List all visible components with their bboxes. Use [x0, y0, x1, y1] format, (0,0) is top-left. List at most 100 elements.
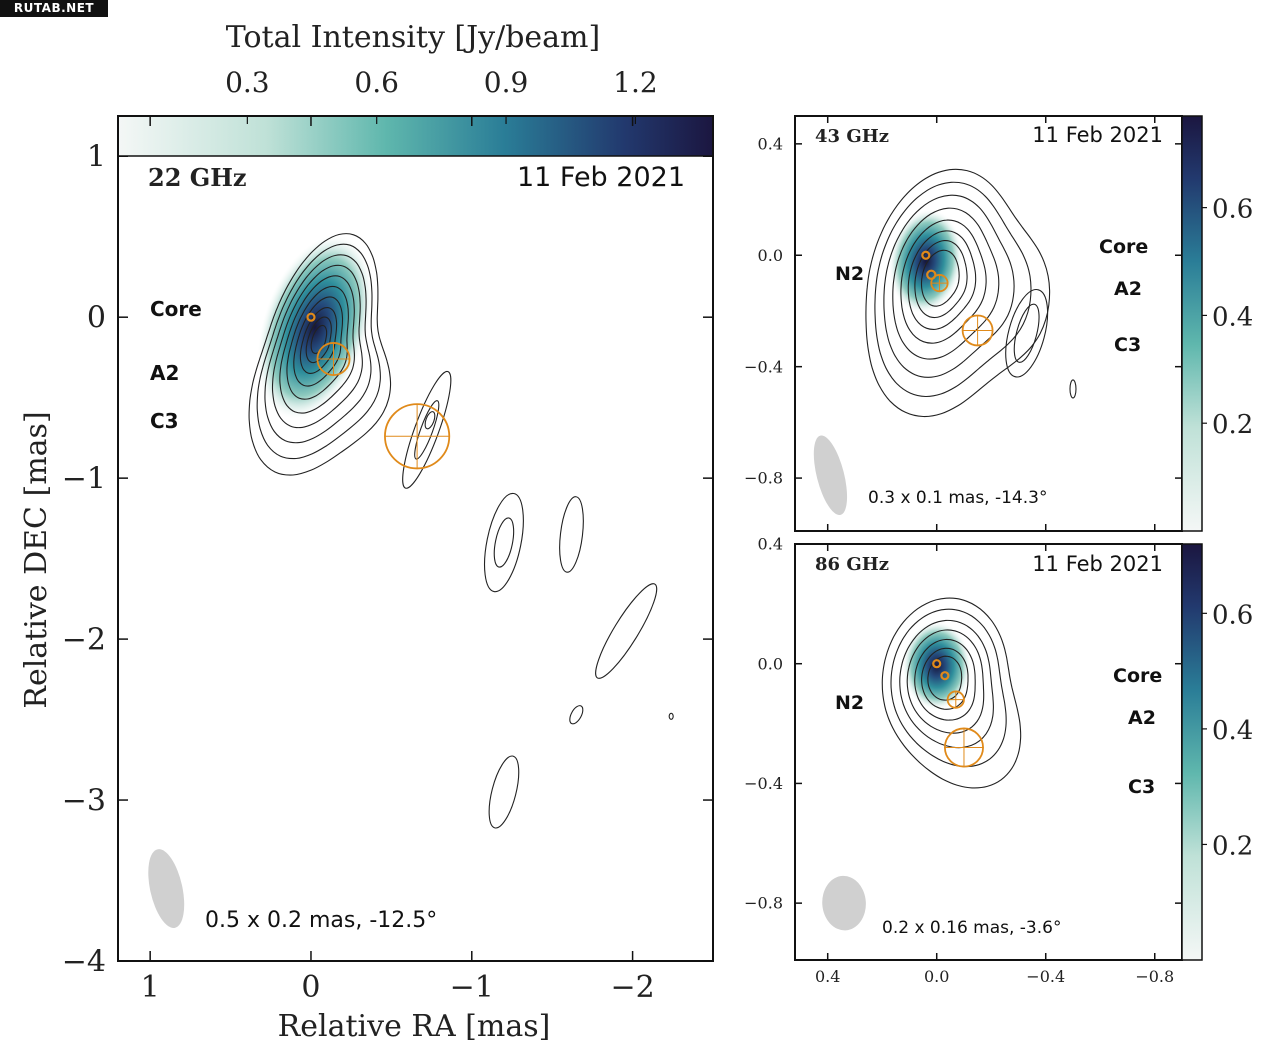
y-tick-label: −0.4 — [744, 357, 783, 376]
label-a2-22ghz: A2 — [150, 361, 179, 385]
x-tick-label: 0.0 — [924, 967, 949, 986]
date-label-43ghz: 11 Feb 2021 — [1032, 123, 1163, 147]
contour-knot — [595, 583, 658, 679]
label-core-43ghz: Core — [1099, 236, 1148, 258]
contours-43ghz — [865, 168, 1077, 418]
contour-knot — [414, 400, 440, 460]
colorbar-label: Total Intensity [Jy/beam] — [226, 20, 600, 55]
beam-43ghz — [813, 435, 848, 516]
x-tick-label: −0.8 — [1135, 967, 1174, 986]
contour-level — [256, 243, 381, 460]
contour-level — [907, 230, 977, 330]
contour-level — [264, 254, 372, 444]
colorbar-tick-label: 0.9 — [484, 66, 529, 99]
contour-knot — [402, 370, 452, 489]
beam-text-22ghz: 0.5 x 0.2 mas, -12.5° — [205, 908, 437, 933]
contour-level — [899, 619, 994, 749]
label-c3-86ghz: C3 — [1128, 776, 1155, 798]
x-tick-label: −1 — [450, 970, 494, 1005]
axes-22ghz: 1 0 −1 −2 −3 −4 1 0 −1 −2 — [62, 116, 713, 1005]
contour-knot — [424, 411, 436, 430]
panel-22ghz: 0.3 0.6 0.9 1.2 Total Intensity [Jy/beam] 1… — [19, 20, 714, 1044]
colorbar-43ghz — [1181, 115, 1203, 532]
contour-level — [865, 168, 1051, 418]
intensity-core-22ghz — [257, 235, 373, 419]
y-tick-label: −0.4 — [744, 774, 783, 793]
beam-text-43ghz: 0.3 x 0.1 mas, -14.3° — [868, 488, 1047, 508]
colorbar-22ghz — [118, 116, 713, 156]
label-c3-22ghz: C3 — [150, 409, 179, 433]
colorbar-tick-label: 0.3 — [225, 66, 270, 99]
y-tick-label: 0.4 — [758, 535, 783, 554]
frame-22ghz — [117, 115, 714, 962]
y-tick-label: −3 — [62, 784, 106, 819]
components-86ghz — [932, 659, 984, 768]
date-label-86ghz: 11 Feb 2021 — [1032, 552, 1163, 576]
contour-level — [900, 219, 987, 344]
beam-ellipse — [822, 875, 866, 931]
freq-label-22ghz: 22 GHz — [148, 163, 247, 192]
beam-ellipse — [813, 435, 848, 516]
x-axis-label: Relative RA [mas] — [278, 1009, 551, 1044]
y-axis-label: Relative DEC [mas] — [19, 411, 54, 708]
intensity-core-43ghz — [889, 209, 963, 313]
contour-level — [890, 608, 1007, 768]
colorbar-tick-label: 0.4 — [1212, 302, 1253, 332]
contour-level — [906, 629, 985, 734]
y-tick-label: 0 — [87, 301, 106, 336]
label-a2-86ghz: A2 — [1128, 707, 1156, 729]
y-tick-label: −1 — [62, 462, 106, 497]
axes-43ghz: 0.4 0.0 −0.4 −0.8 — [744, 116, 1182, 531]
x-tick-label: 1 — [141, 970, 160, 1005]
component-n2 — [940, 671, 950, 681]
y-tick-label: −0.8 — [744, 894, 783, 913]
x-tick-label: −0.4 — [1026, 967, 1065, 986]
colorbar-tick-label: 0.4 — [1212, 716, 1253, 746]
label-a2-43ghz: A2 — [1114, 278, 1142, 300]
colorbar-tick-label: 0.2 — [1212, 410, 1253, 440]
contour-level — [279, 275, 355, 414]
colorbar-ticks-22ghz: 0.3 0.6 0.9 1.2 — [225, 66, 658, 124]
plot-area-43ghz — [795, 116, 1182, 531]
label-core-22ghz: Core — [150, 297, 202, 321]
colorbar-tick-label: 1.2 — [613, 66, 658, 99]
contour-knot — [488, 755, 520, 829]
colorbar-tick-label: 0.6 — [1212, 195, 1253, 225]
contour-level — [914, 240, 968, 319]
y-tick-label: −4 — [62, 945, 106, 980]
beam-22ghz — [148, 849, 185, 928]
y-tick-label: −2 — [62, 623, 106, 658]
colorbar-tick-label: 0.6 — [1212, 600, 1253, 630]
y-tick-label: 0.0 — [758, 654, 783, 673]
plot-area-22ghz — [118, 116, 713, 961]
contours-22ghz — [248, 233, 674, 829]
contour-level — [299, 307, 338, 374]
contour-knot — [569, 705, 584, 725]
colorbar-tick-label: 0.2 — [1212, 831, 1253, 861]
beam-86ghz — [822, 875, 866, 931]
contour-level — [914, 638, 976, 721]
label-c3-43ghz: C3 — [1114, 334, 1141, 356]
y-tick-label: 0.0 — [758, 246, 783, 265]
watermark: RUTAB.NET — [0, 0, 108, 17]
component-n2 — [926, 269, 937, 280]
panel-43ghz: 0.2 0.4 0.6 0.4 0.0 −0.4 −0.8 43 GHz 11 Feb 2… — [744, 115, 1253, 532]
component-core — [306, 312, 316, 322]
contour-level — [271, 264, 363, 429]
contour-level — [927, 655, 963, 701]
freq-label-86ghz: 86 GHz — [815, 554, 889, 575]
contour-level — [920, 249, 960, 307]
label-n2-86ghz: N2 — [835, 692, 864, 714]
panel-86ghz: 0.2 0.4 0.6 0.4 0.0 −0.4 −0.8 0.4 0.0 −0.4 −0.8 8… — [744, 535, 1253, 986]
contour-knot — [1005, 288, 1049, 378]
contour-knot — [559, 496, 584, 573]
contours-86ghz — [881, 597, 1022, 789]
freq-label-43ghz: 43 GHz — [815, 126, 889, 147]
x-tick-label: −2 — [610, 970, 654, 1005]
beam-text-86ghz: 0.2 x 0.16 mas, -3.6° — [882, 918, 1061, 938]
component-core — [921, 250, 931, 260]
contour-knot — [668, 712, 674, 720]
colorbar-ticks-86ghz: 0.2 0.4 0.6 — [1202, 600, 1253, 861]
contour-level — [293, 296, 344, 387]
colorbar-ticks-43ghz: 0.2 0.4 0.6 — [1202, 195, 1253, 440]
